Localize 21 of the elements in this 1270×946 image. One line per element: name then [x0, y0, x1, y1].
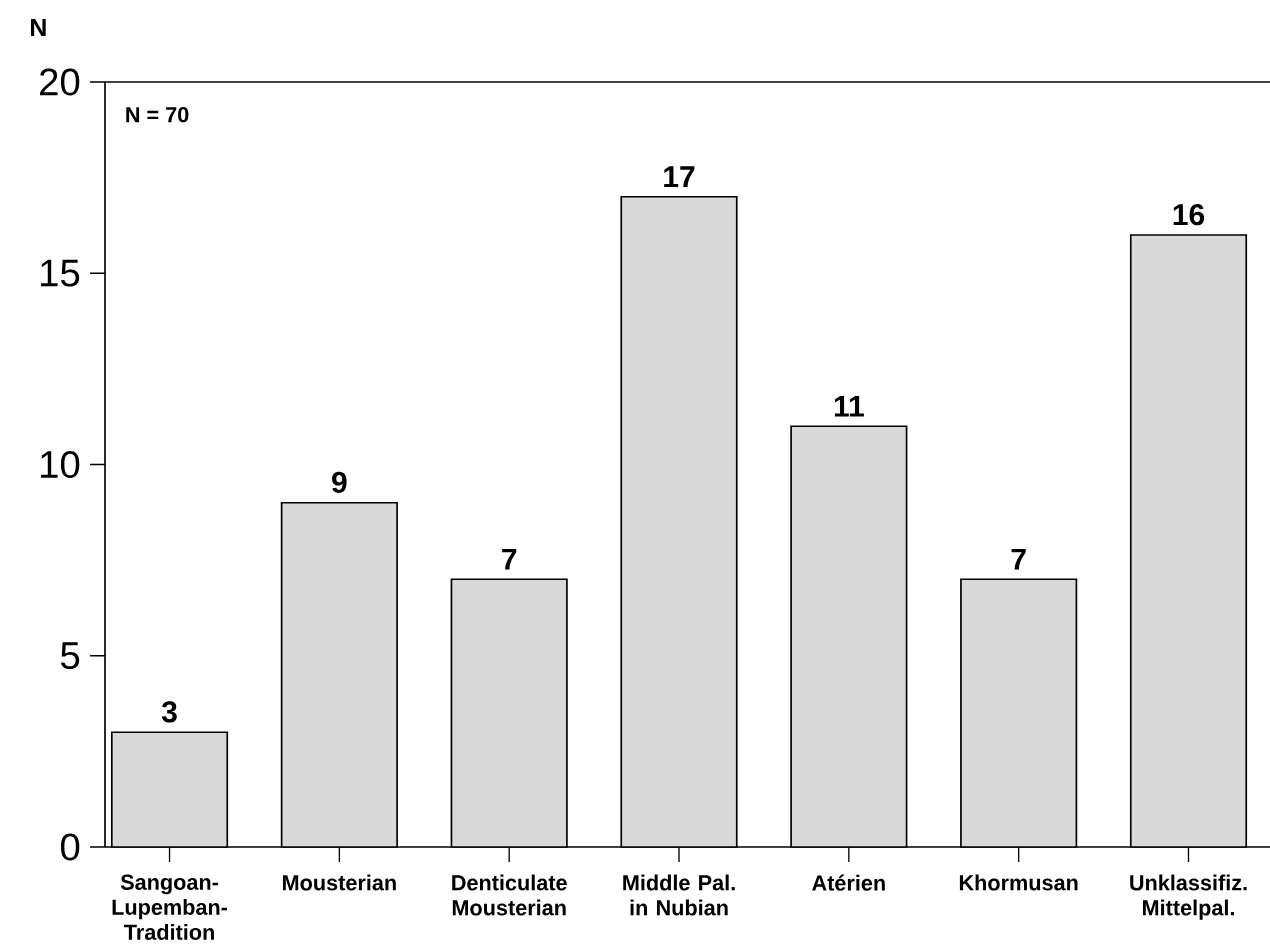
data-label: 3	[161, 701, 177, 723]
data-label: 17	[664, 166, 695, 188]
x-tick-label: Atérien	[812, 874, 885, 891]
y-tick-label: 0	[60, 833, 80, 861]
x-tick-label: Sangoan-Lupemban-Tradition	[112, 874, 228, 940]
data-label: 11	[834, 395, 864, 417]
data-label: 16	[1173, 204, 1205, 226]
y-tick-label: 15	[41, 259, 80, 287]
data-label: 7	[1011, 548, 1026, 570]
x-tick-label: Mousterian	[283, 874, 396, 891]
x-tick-label: Middle Pal. in Nubian	[623, 874, 735, 916]
y-axis-title: N	[30, 18, 46, 37]
y-tick-label: 10	[41, 450, 80, 479]
y-tick-label: 5	[61, 642, 80, 670]
data-label: 7	[502, 548, 517, 570]
x-tick-label: Khormusan	[959, 874, 1078, 891]
y-tick-label: 20	[40, 68, 80, 96]
data-label: 9	[332, 471, 347, 494]
x-tick-label: Unklassifiz. Mittelpal.	[1130, 874, 1247, 920]
x-tick-label: Denticulate Mousterian	[452, 874, 567, 916]
annotation: N = 70	[126, 107, 189, 123]
